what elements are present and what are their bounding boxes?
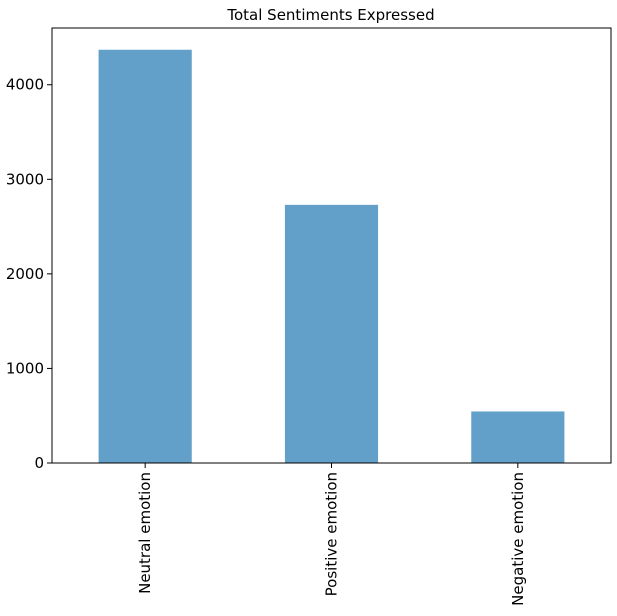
y-axis: 0 1000 2000 3000 4000: [6, 76, 52, 472]
y-tick-label: 1000: [6, 359, 44, 377]
y-tick-label: 2000: [6, 265, 44, 283]
x-axis: Neutral emotion Positive emotion Negative …: [136, 463, 527, 606]
bars-layer: [98, 49, 565, 463]
x-tick-label: Positive emotion: [323, 472, 341, 596]
bar-neutral-emotion: [98, 49, 192, 463]
bar-positive-emotion: [284, 204, 379, 463]
y-tick-label: 4000: [6, 76, 44, 94]
chart-title: Total Sentiments Expressed: [226, 6, 434, 24]
x-tick-label: Neutral emotion: [136, 472, 154, 594]
x-tick-label: Negative emotion: [509, 472, 527, 606]
y-tick-label: 3000: [6, 170, 44, 188]
bar-negative-emotion: [471, 411, 565, 463]
y-tick-label: 0: [34, 454, 44, 472]
